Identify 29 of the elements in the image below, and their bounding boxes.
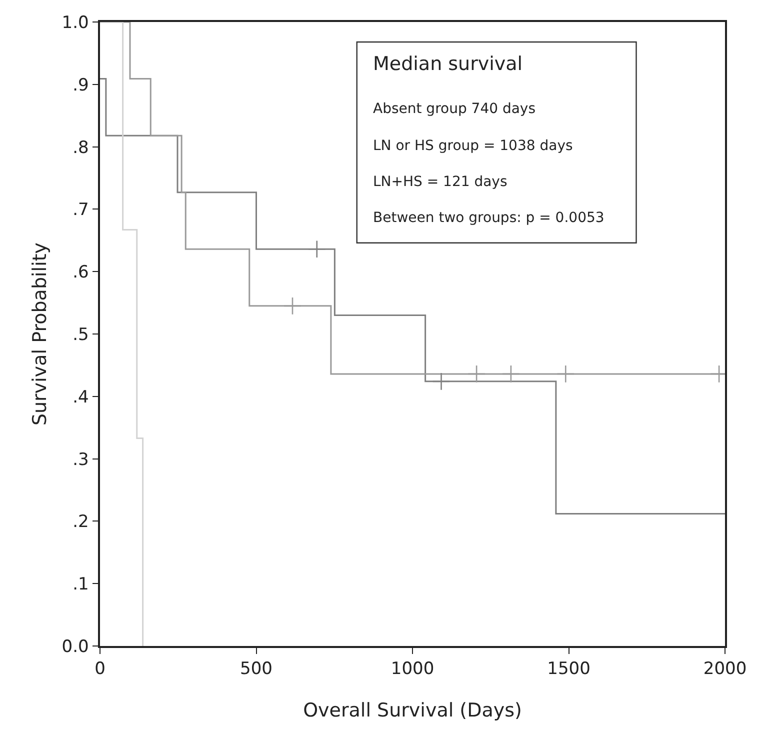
y-tick-label: 0.0 — [62, 636, 89, 657]
y-tick-label: .7 — [72, 200, 89, 220]
x-tick-label: 1000 — [390, 659, 434, 680]
point — [556, 364, 575, 383]
x-tick-label: 2000 — [703, 659, 747, 680]
y-tick-label: .5 — [72, 324, 89, 345]
point — [308, 240, 326, 258]
annotation: Absent group 740 days — [373, 101, 536, 117]
x-tick-label: 1500 — [547, 659, 590, 680]
annotation: Median survival — [373, 53, 523, 75]
y-tick-label: .9 — [72, 75, 89, 96]
point — [502, 364, 520, 383]
y-tick-label: .2 — [72, 512, 89, 532]
x-axis-title: Overall Survival (Days) — [303, 699, 522, 722]
y-tick-label: .8 — [72, 138, 89, 158]
y-axis-title: Survival Probability — [29, 242, 52, 426]
x-tick-label: 0 — [94, 659, 106, 680]
annotation: LN+HS = 121 days — [373, 174, 508, 190]
point — [468, 364, 486, 383]
x-tick-label: 500 — [240, 659, 272, 680]
annotation: LN or HS group = 1038 days — [373, 138, 573, 154]
y-tick-label: 1.0 — [62, 12, 89, 33]
point — [283, 296, 302, 315]
y-tick-label: .4 — [72, 387, 89, 408]
point — [432, 372, 450, 390]
y-tick-label: .3 — [72, 450, 89, 470]
annotation: Between two groups: p = 0.0053 — [373, 210, 604, 226]
y-tick-label: .6 — [72, 262, 89, 283]
y-tick-label: .1 — [72, 574, 89, 595]
